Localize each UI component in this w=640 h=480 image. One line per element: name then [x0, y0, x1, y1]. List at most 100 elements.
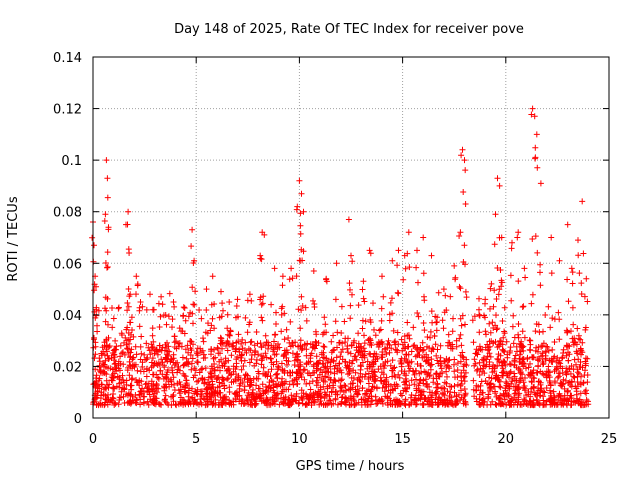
data-point: [185, 401, 192, 408]
axis-ticks: 0 5 10 15 20 25 0 0.02 0.04 0.06 0.08 0.1 0.12 0.14: [53, 51, 617, 447]
data-point: [458, 152, 465, 159]
data-point: [511, 394, 517, 401]
data-point: [109, 394, 116, 401]
data-point: [214, 364, 221, 371]
data-point: [574, 350, 581, 357]
data-point: [577, 346, 584, 353]
data-point: [237, 380, 244, 387]
data-point: [404, 319, 411, 326]
data-point: [427, 328, 434, 335]
data-point: [454, 367, 461, 373]
data-point: [494, 362, 501, 369]
data-point: [253, 360, 260, 367]
data-point: [307, 386, 314, 393]
data-point: [246, 359, 253, 366]
data-point: [462, 400, 469, 406]
data-point: [213, 376, 220, 383]
data-point: [552, 379, 558, 386]
data-point: [104, 264, 110, 271]
data-point: [145, 344, 152, 351]
data-point: [545, 347, 552, 354]
data-point: [341, 382, 348, 389]
data-point: [565, 357, 572, 364]
data-point: [214, 344, 221, 351]
data-point: [526, 346, 533, 353]
data-point: [564, 388, 571, 395]
data-point: [354, 376, 361, 383]
data-point: [545, 369, 552, 375]
data-point: [417, 346, 424, 353]
data-point: [386, 395, 392, 402]
data-point: [508, 297, 515, 304]
data-point: [310, 297, 316, 304]
data-point: [274, 375, 281, 382]
data-point: [255, 385, 262, 392]
data-point: [295, 363, 302, 370]
data-point: [303, 400, 310, 407]
data-point: [390, 367, 396, 374]
data-point: [298, 190, 305, 197]
data-point: [102, 357, 109, 364]
data-point: [252, 393, 259, 400]
data-point: [569, 269, 576, 276]
data-point: [537, 269, 543, 276]
data-point: [143, 373, 150, 380]
data-point: [414, 247, 420, 254]
data-point: [110, 315, 117, 322]
data-point: [385, 381, 392, 388]
data-point: [191, 365, 198, 372]
data-point: [362, 401, 369, 408]
data-point: [328, 388, 335, 395]
data-point: [259, 300, 266, 307]
data-point: [375, 344, 382, 350]
data-point: [196, 369, 203, 376]
data-point: [190, 320, 196, 327]
data-point: [379, 351, 386, 358]
data-point: [91, 334, 97, 341]
data-point: [191, 397, 198, 404]
data-point: [548, 355, 555, 362]
data-point: [424, 398, 430, 405]
data-point: [560, 395, 567, 402]
data-point: [134, 367, 141, 374]
data-point: [497, 395, 504, 402]
data-point: [547, 324, 554, 331]
data-point: [463, 362, 470, 369]
data-point: [492, 211, 499, 218]
data-point: [345, 216, 352, 223]
data-point: [528, 111, 535, 118]
data-point: [511, 370, 518, 377]
data-point: [425, 394, 432, 401]
data-point: [300, 248, 307, 255]
data-point: [303, 352, 310, 359]
data-point: [391, 381, 398, 388]
data-point: [404, 384, 411, 391]
data-point: [420, 234, 427, 241]
data-point: [431, 333, 438, 340]
data-point: [528, 300, 535, 307]
data-point: [440, 286, 447, 293]
data-point: [528, 379, 535, 386]
data-point: [501, 304, 508, 311]
data-point: [387, 299, 394, 306]
data-point: [171, 344, 178, 350]
data-point: [522, 385, 529, 392]
data-point: [499, 346, 506, 353]
data-point: [325, 374, 332, 381]
data-point: [117, 367, 123, 374]
data-point: [323, 278, 330, 285]
data-point: [198, 349, 204, 356]
data-point: [387, 389, 394, 396]
data-point: [185, 387, 192, 394]
data-point: [286, 381, 293, 388]
data-point: [296, 399, 303, 406]
data-point: [458, 394, 465, 401]
data-point: [366, 361, 373, 368]
data-point: [244, 392, 251, 399]
data-point: [303, 391, 310, 398]
data-point: [459, 312, 466, 319]
data-point: [212, 396, 219, 403]
data-point: [483, 356, 490, 363]
data-point: [381, 388, 388, 395]
data-point: [402, 375, 409, 382]
